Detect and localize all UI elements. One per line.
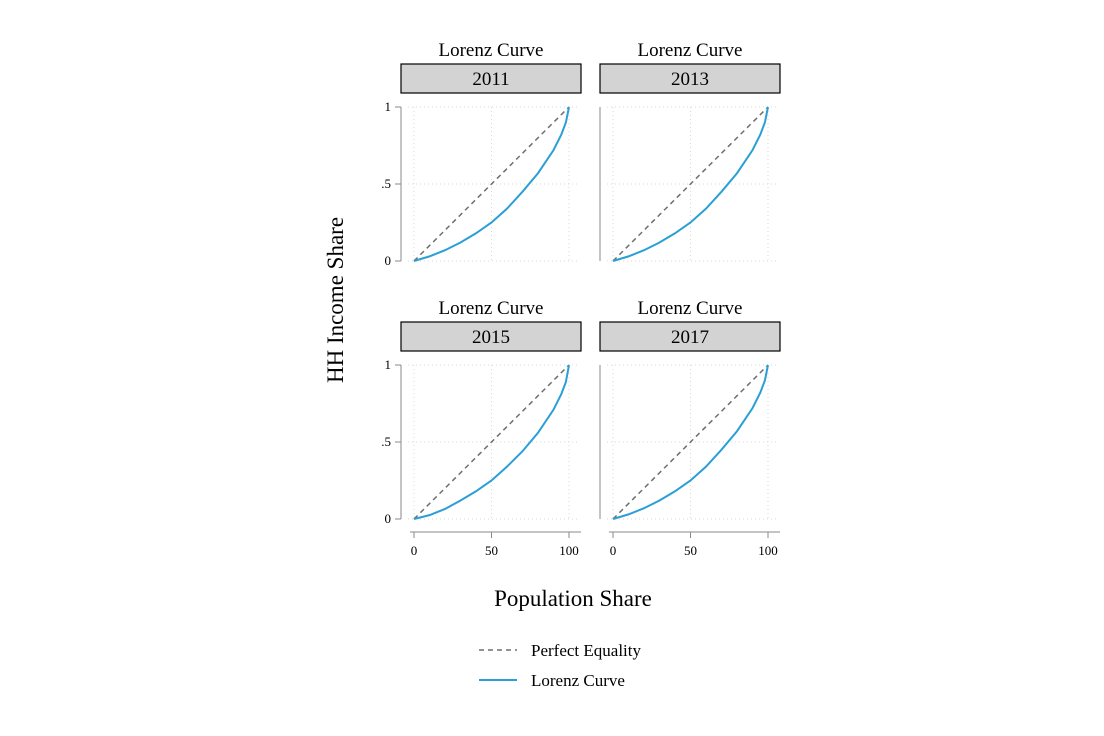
facet-strip (400, 321, 582, 352)
facet-title: Lorenz Curve (439, 298, 544, 319)
facet-title: Lorenz Curve (638, 298, 743, 319)
legend: Perfect Equality Lorenz Curve (479, 641, 641, 690)
x-tick-label: 100 (559, 543, 579, 558)
lorenz-curve-line (413, 364, 570, 520)
legend-label: Perfect Equality (531, 641, 641, 660)
facet-panel-2011: Lorenz Curve 2011 0 .5 1 (381, 40, 582, 268)
lorenz-curve-line (612, 364, 769, 520)
y-axis-title: HH Income Share (323, 217, 348, 383)
y-tick-label: .5 (381, 434, 391, 449)
equality-line (612, 364, 769, 520)
equality-line (413, 106, 570, 262)
facet-strip (599, 63, 781, 94)
y-tick-label: .5 (381, 176, 391, 191)
facet-title: Lorenz Curve (439, 40, 544, 61)
facet-strip-label: 2011 (472, 69, 509, 90)
facet-panel-2013: Lorenz Curve 2013 (599, 40, 781, 262)
y-tick-label: 1 (385, 99, 392, 114)
y-tick-label: 0 (385, 511, 392, 526)
x-tick-label: 50 (485, 543, 498, 558)
facet-strip-label: 2015 (472, 327, 510, 348)
facet-title: Lorenz Curve (638, 40, 743, 61)
facet-panel-2017: Lorenz Curve 2017 0 50 100 (599, 298, 781, 558)
x-axis-title: Population Share (494, 586, 652, 611)
facet-strip (599, 321, 781, 352)
lorenz-curve-line (612, 106, 769, 262)
facet-strip (400, 63, 582, 94)
x-tick-label: 0 (411, 543, 418, 558)
x-tick-label: 0 (610, 543, 617, 558)
legend-label: Lorenz Curve (531, 671, 625, 690)
x-tick-label: 100 (758, 543, 778, 558)
x-tick-label: 50 (684, 543, 697, 558)
equality-line (413, 364, 570, 520)
facet-strip-label: 2013 (671, 69, 709, 90)
lorenz-curve-line (413, 106, 570, 262)
y-tick-label: 1 (385, 357, 392, 372)
equality-line (612, 106, 769, 262)
facet-strip-label: 2017 (671, 327, 709, 348)
y-tick-label: 0 (385, 253, 392, 268)
facet-panel-2015: Lorenz Curve 2015 0 .5 1 0 50 100 (381, 298, 582, 558)
